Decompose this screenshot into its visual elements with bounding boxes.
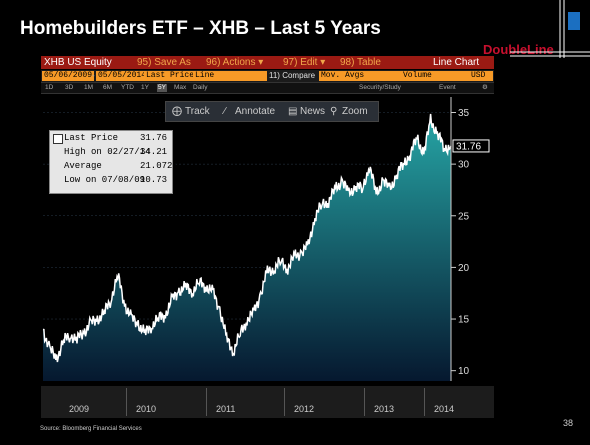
- year-separator: [206, 388, 207, 416]
- toolbar-fields: 05/06/2009 - 05/05/2014 Last Price Line …: [41, 70, 494, 82]
- bloomberg-terminal: XHB US Equity 95) Save As 96) Actions ▾ …: [41, 56, 494, 386]
- chart-tools-bar: ⨁ Track ∕ Annotate ▤ News ⚲ Zoom: [165, 101, 379, 122]
- edit-button[interactable]: 97) Edit ▾: [283, 57, 326, 68]
- price-field-select[interactable]: Last Price: [144, 71, 197, 81]
- range-1y[interactable]: 1Y: [141, 84, 149, 91]
- range-max[interactable]: Max: [174, 84, 187, 91]
- range-1d[interactable]: 1D: [45, 84, 54, 91]
- x-tick-label: 2014: [434, 404, 455, 414]
- news-button[interactable]: News: [300, 106, 326, 117]
- gear-icon[interactable]: ⚙: [482, 84, 488, 91]
- year-separator: [284, 388, 285, 416]
- security-study-button[interactable]: Security/Study: [359, 84, 401, 91]
- legend-value-last: 31.76: [140, 133, 168, 143]
- range-6m[interactable]: 6M: [103, 84, 113, 91]
- year-separator: [424, 388, 425, 416]
- annotate-button[interactable]: Annotate: [235, 106, 276, 117]
- doubleline-logo: DoubleLine: [483, 42, 554, 57]
- chart-type-label[interactable]: Line Chart: [433, 57, 480, 68]
- price-chart: 10 15 20 25 30 35 31.76: [42, 97, 490, 382]
- legend-label-high: High on 02/27/14: [64, 147, 151, 157]
- price-line: [42, 113, 452, 363]
- event-button[interactable]: Event: [439, 84, 456, 91]
- year-separator: [126, 388, 127, 416]
- compare-select[interactable]: Mov. Avgs: [319, 71, 403, 81]
- zoom-icon[interactable]: ⚲: [330, 106, 338, 117]
- page-number: 38: [563, 418, 574, 428]
- x-axis-years: 2009 2010 2011 2012 2013 2014: [41, 386, 494, 418]
- source-note: Source: Bloomberg Financial Services: [40, 426, 142, 432]
- y-tick-label: 25: [458, 211, 470, 222]
- logo-decoration-icon: [510, 0, 590, 58]
- y-tick-label: 15: [458, 315, 470, 326]
- legend-label-last: Last Price: [64, 133, 119, 143]
- start-date-field[interactable]: 05/06/2009: [42, 71, 95, 81]
- y-tick-label: 30: [458, 160, 470, 171]
- end-date-field[interactable]: 05/05/2014: [96, 71, 149, 81]
- legend-label-average: Average: [64, 161, 102, 171]
- chart-style-select[interactable]: Line: [193, 71, 267, 81]
- year-separator: [364, 388, 365, 416]
- legend-label-low: Low on 07/08/09: [64, 175, 146, 185]
- x-tick-label: 2010: [136, 404, 157, 414]
- range-5y[interactable]: 5Y: [157, 84, 167, 92]
- range-1m[interactable]: 1M: [84, 84, 94, 91]
- compare-label: 11) Compare: [269, 71, 316, 80]
- range-3d[interactable]: 3D: [65, 84, 74, 91]
- y-tick-label: 10: [458, 366, 470, 377]
- table-button[interactable]: 98) Table: [340, 57, 381, 68]
- news-icon[interactable]: ▤: [288, 106, 298, 117]
- legend-checkbox[interactable]: [53, 134, 63, 144]
- x-tick-label: 2013: [374, 404, 395, 414]
- security-field[interactable]: XHB US Equity: [44, 57, 112, 68]
- y-tick-label: 20: [458, 263, 470, 274]
- volume-select[interactable]: Volume: [401, 71, 470, 81]
- x-tick-label: 2009: [69, 404, 90, 414]
- last-price-label: 31.76: [456, 141, 481, 152]
- toolbar-ranges: 1D 3D 1M 6M YTD 1Y 5Y Max Daily Security…: [41, 82, 494, 94]
- slide-title: Homebuilders ETF – XHB – Last 5 Years: [20, 18, 381, 39]
- period-select[interactable]: Daily: [193, 84, 208, 91]
- currency-select[interactable]: USD: [469, 71, 493, 81]
- track-icon[interactable]: ⨁: [172, 106, 182, 117]
- x-tick-label: 2011: [216, 404, 236, 414]
- track-button[interactable]: Track: [185, 106, 210, 117]
- legend-value-high: 34.21: [140, 147, 168, 157]
- actions-button[interactable]: 96) Actions ▾: [206, 57, 264, 68]
- save-as-button[interactable]: 95) Save As: [137, 57, 191, 68]
- y-tick-label: 35: [458, 108, 470, 119]
- range-ytd[interactable]: YTD: [121, 84, 134, 91]
- legend-value-average: 21.0727: [140, 161, 178, 171]
- x-tick-label: 2012: [294, 404, 315, 414]
- last-price-tag: [452, 139, 490, 153]
- zoom-button[interactable]: Zoom: [342, 106, 368, 117]
- toolbar-main: XHB US Equity 95) Save As 96) Actions ▾ …: [41, 56, 494, 69]
- legend-value-low: 10.73: [140, 175, 168, 185]
- chart-legend: Last Price 31.76 High on 02/27/14 34.21 …: [49, 130, 178, 194]
- price-area-fill: [43, 113, 451, 382]
- annotate-icon[interactable]: ∕: [224, 106, 226, 117]
